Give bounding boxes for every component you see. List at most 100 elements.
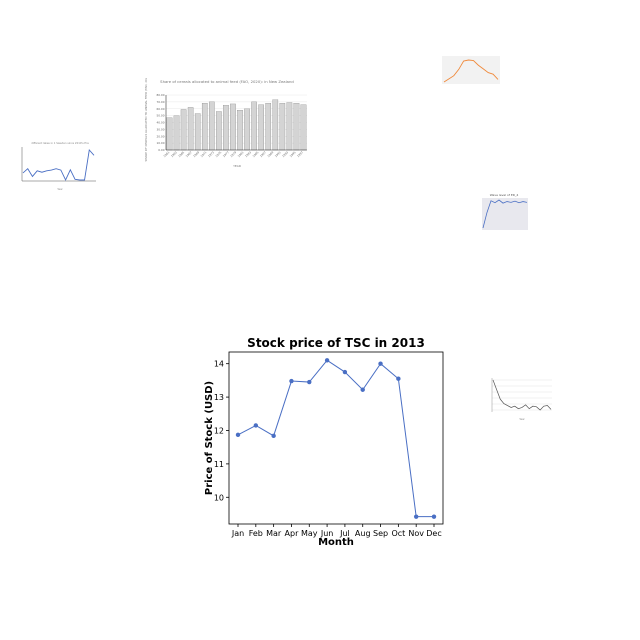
gray-thumb-x-label: Year [519, 417, 525, 421]
bar-thumb-x-tick: 1993 [281, 150, 289, 158]
bar-thumb-y-tick: 60.00 [156, 107, 164, 111]
bar-thumb-x-tick: 1973 [207, 150, 215, 158]
x-tick-label: Jan [231, 529, 244, 538]
price-point-jul [343, 370, 347, 374]
bar-thumb-bar [209, 102, 214, 150]
bar-thumb-y-tick: 80.00 [156, 93, 164, 97]
bar-thumb-bar [287, 103, 292, 150]
y-tick-label: 13 [214, 393, 224, 402]
gray-thumbnail-chart: Year [484, 374, 554, 424]
y-tick-label: 12 [214, 426, 224, 435]
price-point-jun [325, 358, 329, 362]
bar-thumb-x-tick: 1975 [214, 150, 222, 158]
bar-thumb-x-tick: 1995 [289, 150, 297, 158]
bar-thumb-y-tick: 40.00 [156, 121, 164, 125]
bar-thumb-x-tick: 1997 [296, 150, 304, 158]
bar-thumb-x-tick: 1983 [244, 150, 252, 158]
bar-thumb-bar [230, 104, 235, 150]
bar-thumb-bar [195, 114, 200, 150]
bar-thumb-x-tick: 1991 [274, 150, 282, 158]
bar-thumbnail-panel: Share of cereals allocated to animal fee… [142, 78, 312, 170]
bar-thumb-bar [251, 102, 256, 150]
bar-thumb-x-tick: 1963 [170, 150, 178, 158]
bar-thumb-bars [167, 100, 306, 150]
bar-thumb-y-tick: 50.00 [156, 114, 164, 118]
bar-thumb-x-tick: 1967 [185, 150, 193, 158]
x-tick-label: May [301, 529, 318, 538]
main-chart: Stock price of TSC in 2013 10 11 12 13 14 Jan… [190, 330, 450, 550]
x-tick-label: Sep [373, 529, 388, 538]
bar-thumb-bar [273, 100, 278, 150]
bar-thumb-bar [216, 112, 221, 151]
bar-thumb-x-tick: 1987 [259, 150, 267, 158]
bar-thumb-bar [258, 105, 263, 150]
wave-thumbnail-chart: Wave level of ER_4 [472, 190, 532, 240]
orange-thumbnail-chart [432, 50, 504, 94]
bar-thumb-x-tick: 1981 [237, 150, 245, 158]
x-tick-label: Mar [266, 529, 282, 538]
price-point-jan [236, 433, 240, 437]
bar-thumb-bar [167, 118, 172, 150]
bar-thumb-bar [266, 103, 271, 150]
y-tick-label: 10 [214, 493, 224, 502]
x-tick-label: Oct [391, 529, 405, 538]
bar-thumb-bar [202, 103, 207, 150]
bar-thumb-y-tick: 10.00 [156, 141, 164, 145]
lakes-thumbnail-chart: different lakes in 1 Sweden since 2010's… [6, 138, 98, 194]
gray-thumbnail-panel: Year [484, 374, 554, 424]
bar-thumbnail-chart: Share of cereals allocated to animal fee… [142, 78, 312, 170]
x-tick-label: Nov [408, 529, 424, 538]
lakes-thumb-title: different lakes in 1 Sweden since 2010's… [31, 141, 89, 145]
price-point-feb [254, 423, 258, 427]
bar-thumb-bar [237, 110, 242, 150]
bar-thumb-y-tick: 70.00 [156, 100, 164, 104]
bar-thumb-bar [280, 103, 285, 150]
bar-thumb-x-tick: 1965 [177, 150, 185, 158]
price-point-mar [271, 434, 275, 438]
price-point-nov [414, 514, 418, 518]
wave-thumb-title: Wave level of ER_4 [490, 193, 519, 197]
y-tick-label: 11 [214, 460, 224, 469]
main-chart-panel: Stock price of TSC in 2013 10 11 12 13 14 Jan… [190, 330, 450, 550]
bar-thumb-x-tick: 1971 [200, 150, 208, 158]
y-tick-label: 14 [214, 360, 224, 369]
lakes-thumbnail-panel: different lakes in 1 Sweden since 2010's… [6, 138, 98, 194]
bar-thumb-x-tick: 1979 [229, 150, 237, 158]
bar-thumb-title: Share of cereals allocated to animal fee… [160, 79, 294, 84]
bar-thumb-bar [223, 105, 228, 150]
gray-series-line [493, 380, 551, 410]
x-tick-label: Aug [355, 529, 371, 538]
main-x-axis-label: Month [318, 537, 354, 548]
main-y-axis-label: Price of Stock (USD) [204, 381, 215, 495]
gray-thumb-grid [492, 380, 552, 410]
bar-thumb-y-tick: 30.00 [156, 127, 164, 131]
bar-thumb-bar [294, 103, 299, 150]
wave-thumb-plot-bg [482, 198, 528, 230]
bar-thumb-y-label: SHARE OF CEREALS ALLOCATED TO ANIMAL FEE… [144, 78, 148, 162]
wave-thumbnail-panel: Wave level of ER_4 [472, 190, 532, 240]
bar-thumb-x-tick: 1977 [222, 150, 230, 158]
x-tick-label: Dec [426, 529, 441, 538]
bar-thumb-bar [301, 105, 306, 150]
lakes-series-line [23, 150, 94, 180]
x-tick-label: Apr [285, 529, 300, 538]
price-point-sep [378, 361, 382, 365]
price-point-apr [289, 379, 293, 383]
bar-thumb-y-tick: 0.00 [158, 148, 164, 152]
bar-thumb-bar [181, 109, 186, 150]
orange-thumbnail-panel [432, 50, 504, 94]
bar-thumb-bar [174, 116, 179, 150]
bar-thumb-x-label: YEAR [233, 164, 241, 168]
bar-thumb-bar [188, 107, 193, 150]
bar-thumb-bar [244, 109, 249, 150]
bar-thumb-x-tick: 1989 [266, 150, 274, 158]
price-point-oct [396, 377, 400, 381]
main-chart-title: Stock price of TSC in 2013 [247, 336, 425, 350]
price-point-dec [432, 514, 436, 518]
bar-thumb-x-ticks: 1961 1963 1965 1967 1969 1971 1973 1975 1977 1979… [163, 150, 305, 158]
price-point-may [307, 380, 311, 384]
bar-thumb-x-tick: 1985 [252, 150, 260, 158]
main-plot-frame [229, 352, 443, 524]
bar-thumb-x-tick: 1969 [192, 150, 200, 158]
price-point-aug [361, 388, 365, 392]
